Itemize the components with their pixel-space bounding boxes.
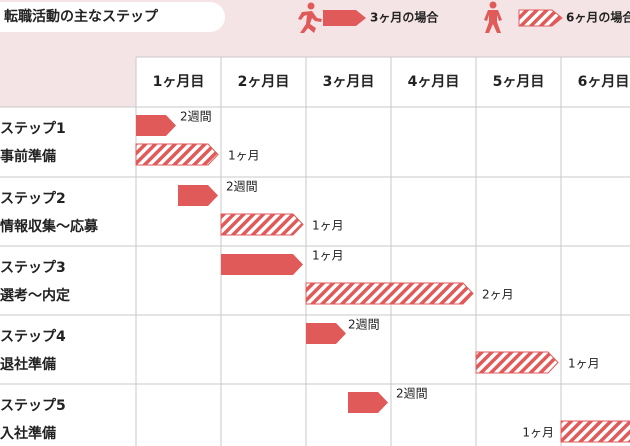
bar-3-months (136, 115, 176, 136)
month-header: 3ヶ月目 (323, 74, 375, 90)
bar-6-months (135, 143, 219, 166)
step-name: ステップ4 (0, 329, 66, 345)
bar-3-months (221, 254, 303, 275)
duration-label: 2週間 (348, 318, 380, 332)
legend-hatched-arrow (518, 9, 563, 27)
month-header: 2ヶ月目 (238, 74, 290, 90)
duration-label: 1ヶ月 (312, 249, 344, 263)
legend-label: 3ヶ月の場合 (370, 10, 439, 25)
step-task: 選考～内定 (0, 287, 70, 304)
title: 転職活動の主なステップ (4, 8, 159, 25)
legend-label: 6ヶ月の場合 (566, 10, 630, 25)
title-pill (0, 2, 225, 32)
month-header: 1ヶ月目 (153, 74, 205, 90)
month-header: 4ヶ月目 (408, 74, 460, 90)
duration-label: 2週間 (396, 387, 428, 401)
duration-label: 2週間 (226, 180, 258, 194)
legend-solid-arrow (323, 10, 366, 26)
bar-6-months (220, 213, 304, 236)
bar-3-months (178, 185, 218, 206)
duration-label: 1ヶ月 (228, 149, 260, 163)
duration-label: 2週間 (180, 110, 212, 124)
month-header: 5ヶ月目 (493, 74, 545, 90)
corner-cell (0, 57, 136, 107)
duration-label: 1ヶ月 (522, 426, 554, 440)
step-name: ステップ1 (0, 121, 66, 137)
step-task: 入社準備 (0, 425, 56, 442)
duration-label: 1ヶ月 (568, 357, 600, 371)
walker-icon (484, 1, 502, 33)
bar-6-months (305, 282, 474, 305)
bar-6-months (475, 351, 559, 374)
bar-6-months (560, 420, 630, 443)
duration-label: 2ヶ月 (482, 288, 514, 302)
step-name: ステップ2 (0, 191, 66, 207)
month-header: 6ヶ月目 (578, 74, 630, 90)
bar-3-months (348, 392, 388, 413)
step-task: 事前準備 (0, 148, 56, 165)
step-name: ステップ3 (0, 260, 66, 276)
bar-3-months (306, 323, 346, 344)
duration-label: 1ヶ月 (312, 219, 344, 233)
step-task: 情報収集～応募 (0, 218, 99, 235)
step-task: 退社準備 (0, 356, 56, 373)
step-name: ステップ5 (0, 398, 66, 414)
runner-icon (298, 2, 322, 33)
